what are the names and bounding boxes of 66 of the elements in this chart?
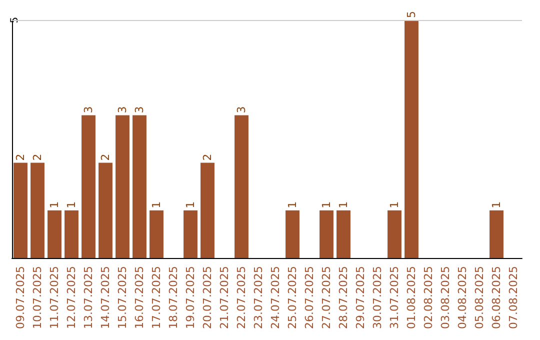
data-label: 1 <box>388 201 401 208</box>
bar <box>14 162 28 258</box>
x-tick-label: 25.07.2025 <box>286 266 299 330</box>
bar <box>404 20 418 258</box>
data-label: 3 <box>235 106 248 114</box>
bar <box>336 210 350 258</box>
x-tick-label: 12.07.2025 <box>65 266 78 330</box>
x-tick-label: 05.08.2025 <box>473 266 486 330</box>
data-label: 2 <box>201 154 214 161</box>
bar <box>30 162 44 258</box>
x-tick-label: 28.07.2025 <box>337 266 350 330</box>
bar <box>184 210 198 258</box>
x-tick-label: 16.07.2025 <box>133 266 146 330</box>
bar <box>48 210 62 258</box>
x-tick-label: 10.07.2025 <box>31 266 44 330</box>
bar <box>98 162 112 258</box>
x-tick-label: 24.07.2025 <box>269 266 282 330</box>
x-tick-label: 21.07.2025 <box>218 266 231 330</box>
x-tick-label: 03.08.2025 <box>439 266 452 330</box>
bar <box>132 115 146 258</box>
bar <box>286 210 300 258</box>
data-label: 2 <box>31 154 44 161</box>
x-tick-label: 29.07.2025 <box>354 266 367 330</box>
x-tick-label: 04.08.2025 <box>456 266 469 330</box>
data-label: 3 <box>116 106 129 114</box>
x-tick-label: 15.07.2025 <box>116 266 129 330</box>
bar <box>490 210 504 258</box>
x-tick-label: 26.07.2025 <box>303 266 316 330</box>
data-label: 5 <box>405 11 418 18</box>
x-tick-label: 20.07.2025 <box>201 266 214 330</box>
data-label: 3 <box>82 106 95 114</box>
bar <box>64 210 78 258</box>
data-label: 2 <box>14 154 27 161</box>
x-tick-label: 17.07.2025 <box>150 266 163 330</box>
data-label: 1 <box>490 201 503 208</box>
x-tick-label: 13.07.2025 <box>82 266 95 330</box>
data-label: 1 <box>286 201 299 208</box>
x-tick-label: 02.08.2025 <box>422 266 435 330</box>
x-tick-label: 19.07.2025 <box>184 266 197 330</box>
x-tick-label: 31.07.2025 <box>388 266 401 330</box>
x-tick-label: 01.08.2025 <box>405 266 418 330</box>
x-tick-label: 18.07.2025 <box>167 266 180 330</box>
bar <box>150 210 164 258</box>
x-tick-label: 11.07.2025 <box>48 266 61 330</box>
x-tick-label: 27.07.2025 <box>320 266 333 330</box>
x-tick-label: 30.07.2025 <box>371 266 384 330</box>
bar <box>320 210 334 258</box>
x-tick-label: 22.07.2025 <box>235 266 248 330</box>
x-tick-label: 09.07.2025 <box>14 266 27 330</box>
x-tick-label: 06.08.2025 <box>490 266 503 330</box>
data-label: 1 <box>65 201 78 208</box>
data-label: 1 <box>320 201 333 208</box>
data-label: 1 <box>337 201 350 208</box>
bar <box>200 162 214 258</box>
x-tick-label: 23.07.2025 <box>252 266 265 330</box>
bar <box>388 210 402 258</box>
x-tick-label: 14.07.2025 <box>99 266 112 330</box>
x-tick-label: 07.08.2025 <box>507 266 520 330</box>
bar <box>116 115 130 258</box>
data-label: 1 <box>48 201 61 208</box>
data-label: 2 <box>99 154 112 161</box>
bar <box>82 115 96 258</box>
data-label: 1 <box>150 201 163 208</box>
data-label: 1 <box>184 201 197 208</box>
bar <box>234 115 248 258</box>
data-label: 3 <box>133 106 146 114</box>
